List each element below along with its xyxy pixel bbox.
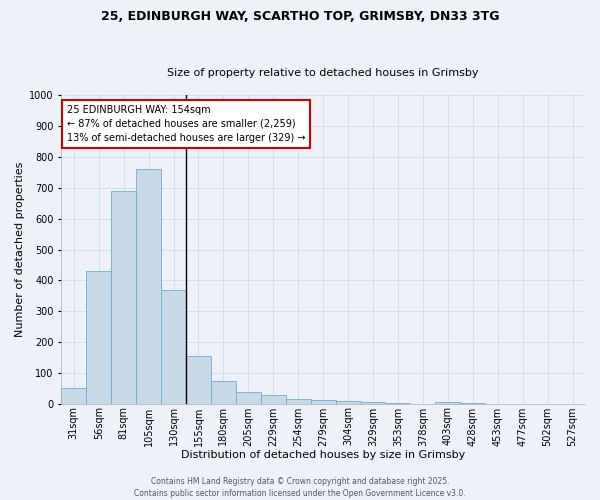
Bar [286, 399, 311, 404]
Text: Contains HM Land Registry data © Crown copyright and database right 2025.
Contai: Contains HM Land Registry data © Crown c… [134, 476, 466, 498]
Bar [261, 395, 286, 404]
Bar [111, 191, 136, 404]
Bar [311, 400, 335, 404]
Bar [161, 290, 186, 404]
Bar [211, 382, 236, 404]
Bar [361, 402, 385, 404]
Bar [186, 356, 211, 404]
Bar [61, 388, 86, 404]
Text: 25, EDINBURGH WAY, SCARTHO TOP, GRIMSBY, DN33 3TG: 25, EDINBURGH WAY, SCARTHO TOP, GRIMSBY,… [101, 10, 499, 23]
X-axis label: Distribution of detached houses by size in Grimsby: Distribution of detached houses by size … [181, 450, 465, 460]
Bar [236, 392, 261, 404]
Bar [335, 401, 361, 404]
Title: Size of property relative to detached houses in Grimsby: Size of property relative to detached ho… [167, 68, 479, 78]
Text: 25 EDINBURGH WAY: 154sqm
← 87% of detached houses are smaller (2,259)
13% of sem: 25 EDINBURGH WAY: 154sqm ← 87% of detach… [67, 104, 305, 142]
Bar [460, 403, 485, 404]
Bar [436, 402, 460, 404]
Y-axis label: Number of detached properties: Number of detached properties [15, 162, 25, 337]
Bar [385, 403, 410, 404]
Bar [86, 271, 111, 404]
Bar [136, 170, 161, 404]
